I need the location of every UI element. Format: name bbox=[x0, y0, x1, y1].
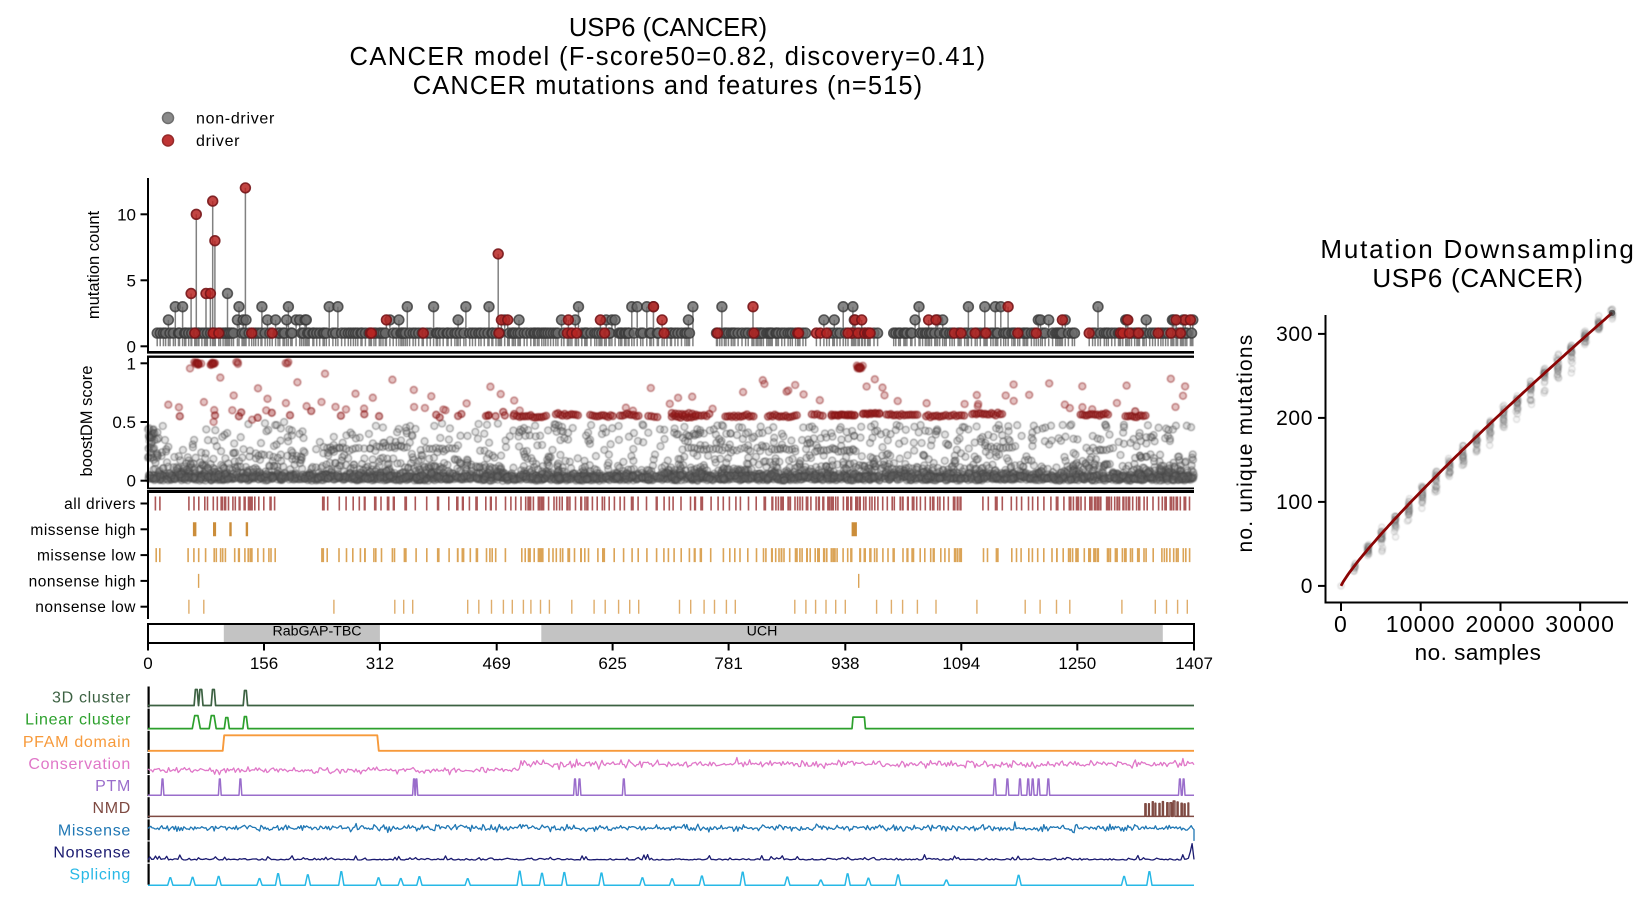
svg-text:boostDM score: boostDM score bbox=[78, 366, 96, 477]
svg-text:PTM: PTM bbox=[95, 778, 131, 795]
svg-text:156: 156 bbox=[250, 654, 278, 673]
svg-text:all drivers: all drivers bbox=[64, 496, 136, 513]
svg-text:312: 312 bbox=[366, 654, 394, 673]
svg-text:PFAM domain: PFAM domain bbox=[23, 734, 131, 751]
svg-text:NMD: NMD bbox=[92, 800, 131, 817]
svg-text:5: 5 bbox=[127, 271, 136, 290]
svg-text:0: 0 bbox=[143, 654, 152, 673]
svg-text:missense high: missense high bbox=[30, 522, 136, 539]
svg-text:nonsense low: nonsense low bbox=[35, 599, 136, 616]
svg-text:Splicing: Splicing bbox=[69, 867, 131, 884]
svg-text:10: 10 bbox=[117, 205, 136, 224]
svg-text:1094: 1094 bbox=[942, 654, 980, 673]
svg-text:1407: 1407 bbox=[1175, 654, 1213, 673]
svg-text:mutation count: mutation count bbox=[85, 210, 103, 319]
svg-text:RabGAP-TBC: RabGAP-TBC bbox=[272, 623, 361, 639]
svg-text:Nonsense: Nonsense bbox=[53, 845, 131, 862]
svg-text:1: 1 bbox=[127, 354, 136, 373]
svg-text:625: 625 bbox=[598, 654, 626, 673]
svg-text:938: 938 bbox=[831, 654, 859, 673]
svg-text:CANCER mutations and features: CANCER mutations and features (n=515) bbox=[413, 72, 924, 100]
svg-text:781: 781 bbox=[714, 654, 742, 673]
svg-text:0: 0 bbox=[127, 472, 136, 491]
svg-text:Linear cluster: Linear cluster bbox=[25, 712, 131, 729]
svg-text:1250: 1250 bbox=[1058, 654, 1096, 673]
svg-text:0.5: 0.5 bbox=[112, 413, 136, 432]
svg-text:Mutation Downsampling: Mutation Downsampling bbox=[1320, 234, 1635, 264]
svg-text:missense low: missense low bbox=[37, 548, 136, 565]
svg-text:Conservation: Conservation bbox=[28, 756, 131, 773]
svg-text:3D cluster: 3D cluster bbox=[52, 690, 131, 707]
svg-text:469: 469 bbox=[483, 654, 511, 673]
svg-text:CANCER model (F-score50=0.82,: CANCER model (F-score50=0.82, discovery=… bbox=[350, 43, 987, 71]
svg-text:non-driver: non-driver bbox=[196, 111, 275, 128]
svg-text:nonsense high: nonsense high bbox=[29, 573, 136, 590]
svg-text:UCH: UCH bbox=[747, 623, 778, 639]
svg-text:USP6 (CANCER): USP6 (CANCER) bbox=[569, 14, 767, 42]
svg-text:driver: driver bbox=[196, 133, 240, 150]
svg-text:Missense: Missense bbox=[58, 822, 131, 839]
svg-text:USP6 (CANCER): USP6 (CANCER) bbox=[1372, 263, 1583, 293]
